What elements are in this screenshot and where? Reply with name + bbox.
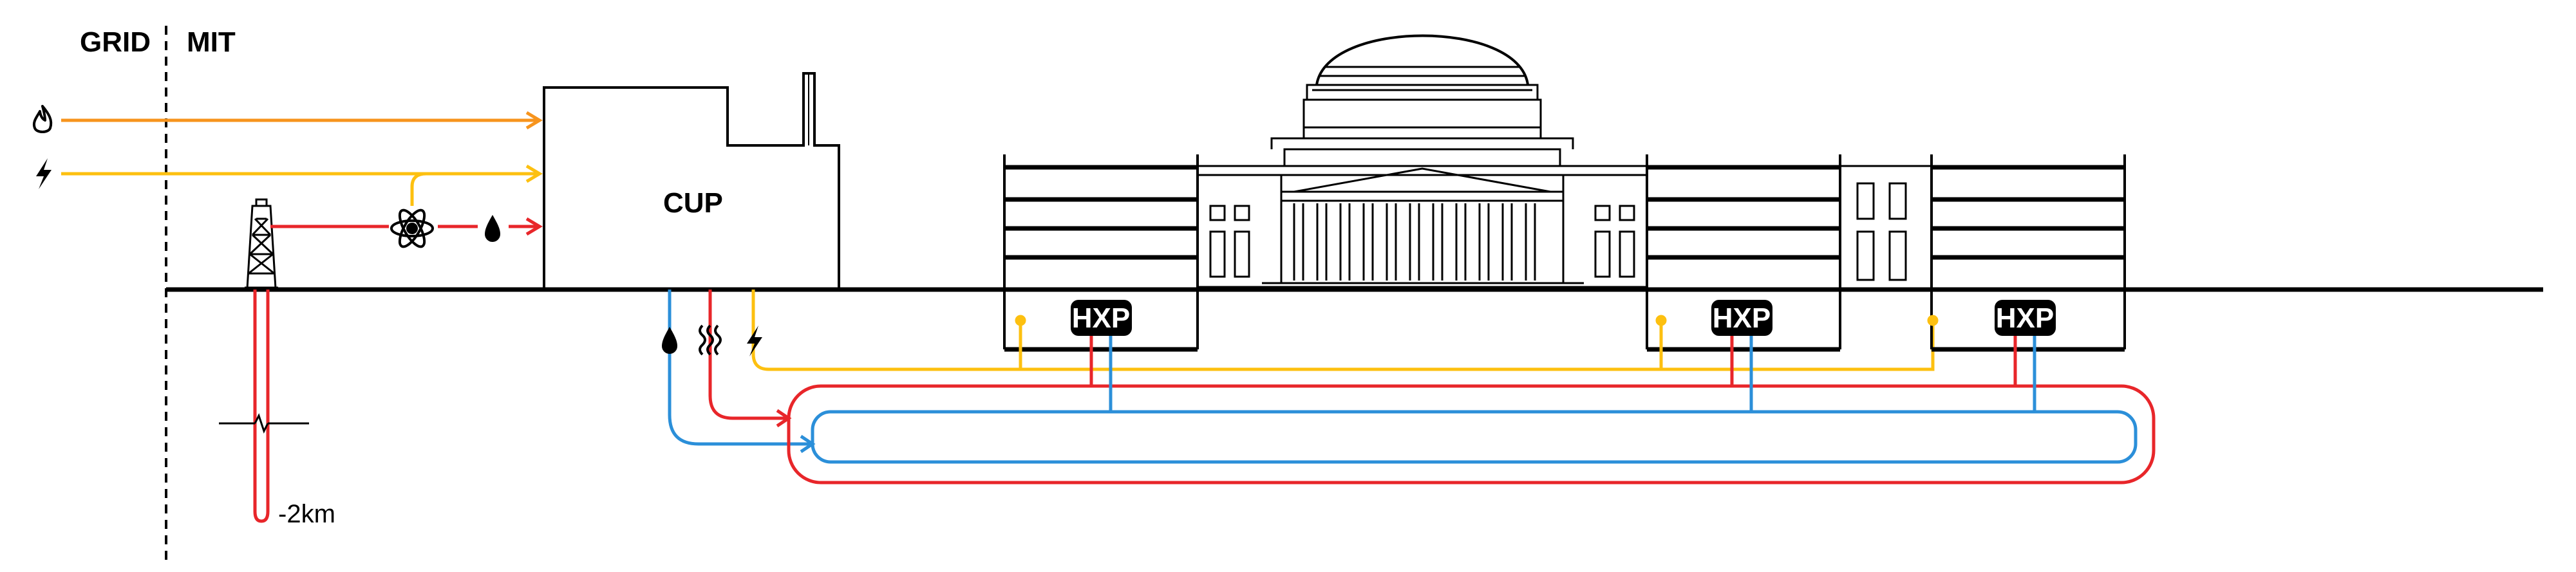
heat-waves-icon: [699, 324, 722, 356]
hot-arrow-head: [525, 217, 543, 236]
cold-feed-line: [668, 290, 813, 446]
connector-block: [1840, 165, 1932, 281]
electric-feed-line: [751, 290, 1935, 371]
lightning-bolt-icon: [747, 326, 762, 356]
great-dome-building: [1198, 34, 1647, 288]
campus-building-3: [1930, 154, 2126, 352]
hot-feed-line: [708, 290, 789, 420]
mit-label: MIT: [187, 26, 236, 58]
lightning-bolt-icon: [36, 158, 52, 189]
hxp-unit-3: HXP: [1995, 300, 2056, 336]
hxp-label: HXP: [1713, 302, 1771, 334]
electric-arrow-head: [525, 164, 543, 183]
depth-label: -2km: [278, 500, 335, 528]
cup-label: CUP: [663, 187, 723, 219]
hxp-label: HXP: [1072, 302, 1130, 334]
hxp-unit-2: HXP: [1711, 300, 1772, 336]
borehole-depth-break: [219, 413, 309, 434]
campus-building-2: [1646, 154, 1841, 352]
hxp-unit-1: HXP: [1071, 300, 1132, 336]
cup-building: [543, 72, 840, 290]
electric-drops: [1015, 315, 1939, 369]
water-drop-icon: [662, 327, 677, 354]
gas-arrow-head: [525, 111, 543, 130]
hxp-connections: [1089, 333, 2036, 412]
campus-building-1: [1003, 154, 1199, 352]
cold-loop: [811, 410, 2138, 464]
hxp-label: HXP: [1996, 302, 2054, 334]
atom-icon: [390, 208, 434, 248]
electric-branch-to-nuclear: [410, 172, 427, 206]
grid-label: GRID: [80, 26, 151, 58]
water-drop-icon: [485, 215, 500, 242]
hot-loop: [787, 384, 2156, 484]
drilling-rig-icon: [245, 198, 278, 290]
deep-borehole-loop: [253, 290, 270, 523]
flame-icon: [33, 105, 53, 133]
